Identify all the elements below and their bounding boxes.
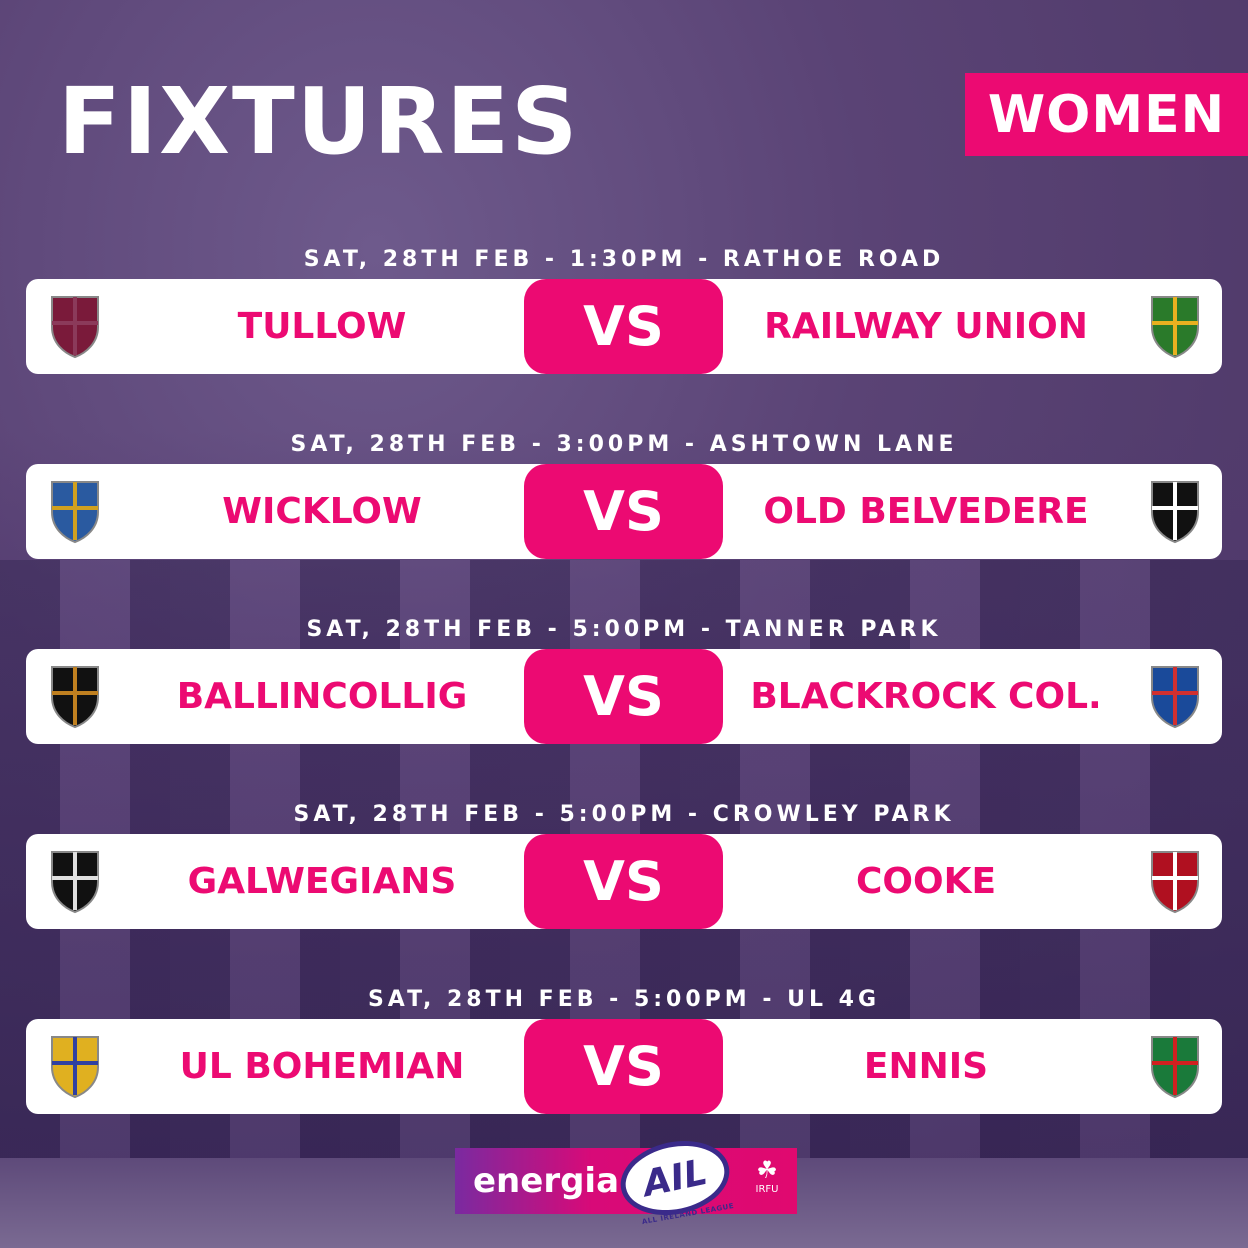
away-team-crest-icon bbox=[1151, 1036, 1199, 1099]
fixture-card: TULLOW VS RAILWAY UNION bbox=[26, 279, 1222, 374]
home-team-crest-icon bbox=[51, 851, 99, 914]
away-team-crest-icon bbox=[1151, 296, 1199, 359]
fixture-meta: SAT, 28TH FEB - 5:00PM - TANNER PARK bbox=[306, 617, 942, 642]
energia-logo: energia bbox=[473, 1161, 620, 1201]
away-team: RAILWAY UNION bbox=[764, 306, 1088, 347]
fixture-card: GALWEGIANS VS COOKE bbox=[26, 834, 1222, 929]
home-team: TULLOW bbox=[237, 306, 407, 347]
away-team-crest-icon bbox=[1151, 851, 1199, 914]
category-badge: WOMEN bbox=[965, 73, 1248, 156]
ail-logo-text: AIL bbox=[639, 1151, 711, 1205]
home-team-crest-icon bbox=[51, 1036, 99, 1099]
away-team-crest-icon bbox=[1151, 666, 1199, 729]
fixture-meta: SAT, 28TH FEB - 5:00PM - CROWLEY PARK bbox=[293, 802, 955, 827]
away-team: ENNIS bbox=[863, 1046, 989, 1087]
fixture-card: BALLINCOLLIG VS BLACKROCK COL. bbox=[26, 649, 1222, 744]
vs-badge: VS bbox=[524, 279, 723, 374]
shamrock-icon: ☘ bbox=[756, 1156, 778, 1184]
vs-badge: VS bbox=[524, 834, 723, 929]
away-team: BLACKROCK COL. bbox=[750, 676, 1102, 717]
fixture-card: UL BOHEMIAN VS ENNIS bbox=[26, 1019, 1222, 1114]
fixture-meta: SAT, 28TH FEB - 3:00PM - ASHTOWN LANE bbox=[290, 432, 958, 457]
home-team-crest-icon bbox=[51, 666, 99, 729]
fixture-meta: SAT, 28TH FEB - 5:00PM - UL 4G bbox=[367, 987, 881, 1012]
home-team: BALLINCOLLIG bbox=[176, 676, 468, 717]
away-team: OLD BELVEDERE bbox=[763, 491, 1089, 532]
home-team: WICKLOW bbox=[222, 491, 422, 532]
vs-badge: VS bbox=[524, 464, 723, 559]
vs-badge: VS bbox=[524, 649, 723, 744]
away-team: COOKE bbox=[855, 861, 997, 902]
home-team-crest-icon bbox=[51, 481, 99, 544]
home-team-crest-icon bbox=[51, 296, 99, 359]
fixture-meta: SAT, 28TH FEB - 1:30PM - RATHOE ROAD bbox=[303, 247, 945, 272]
vs-badge: VS bbox=[524, 1019, 723, 1114]
home-team: GALWEGIANS bbox=[187, 861, 457, 902]
sponsor-banner: energia AIL ALL IRELAND LEAGUE ☘ IRFU bbox=[455, 1131, 797, 1226]
page-title: FIXTURES bbox=[58, 68, 580, 175]
irfu-logo: ☘ IRFU bbox=[747, 1156, 787, 1195]
fixture-card: WICKLOW VS OLD BELVEDERE bbox=[26, 464, 1222, 559]
home-team: UL BOHEMIAN bbox=[179, 1046, 465, 1087]
away-team-crest-icon bbox=[1151, 481, 1199, 544]
irfu-text: IRFU bbox=[755, 1184, 779, 1195]
